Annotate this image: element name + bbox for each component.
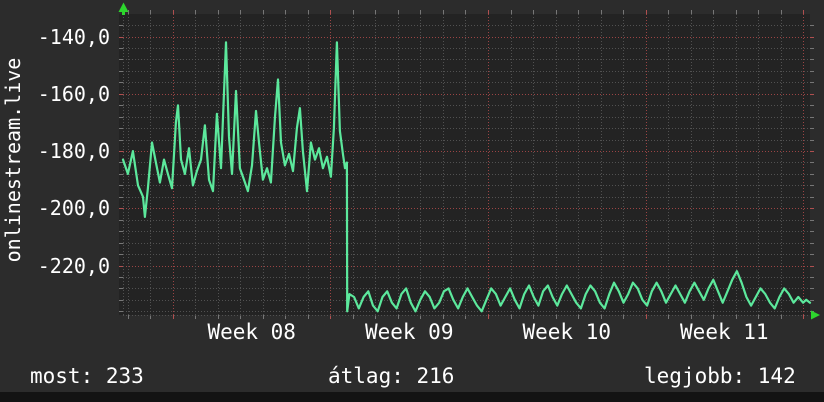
x-week-label-2: Week 10 xyxy=(522,320,612,344)
y-tick-label-0: -140,0 xyxy=(37,24,110,49)
chart-canvas xyxy=(118,2,820,320)
x-week-label-1: Week 09 xyxy=(364,320,454,344)
y-tick-label-2: -180,0 xyxy=(37,139,110,164)
bottom-strip xyxy=(0,392,824,402)
x-axis-arrow-icon xyxy=(811,310,820,320)
stat-average: átlag: 216 xyxy=(328,364,455,388)
plot-background xyxy=(119,14,810,315)
stat-current: most: 233 xyxy=(30,364,144,388)
series-line xyxy=(121,41,812,313)
x-week-label-0: Week 08 xyxy=(207,320,296,344)
y-tick-label-1: -160,0 xyxy=(37,81,110,106)
y-axis-arrow-stem xyxy=(122,12,125,15)
y-tick-label-3: -200,0 xyxy=(37,196,110,221)
stat-best: legjobb: 142 xyxy=(644,364,796,388)
x-week-label-3: Week 11 xyxy=(680,320,769,344)
y-axis-arrow-icon xyxy=(118,2,129,12)
y-tick-label-4: -220,0 xyxy=(37,253,110,278)
